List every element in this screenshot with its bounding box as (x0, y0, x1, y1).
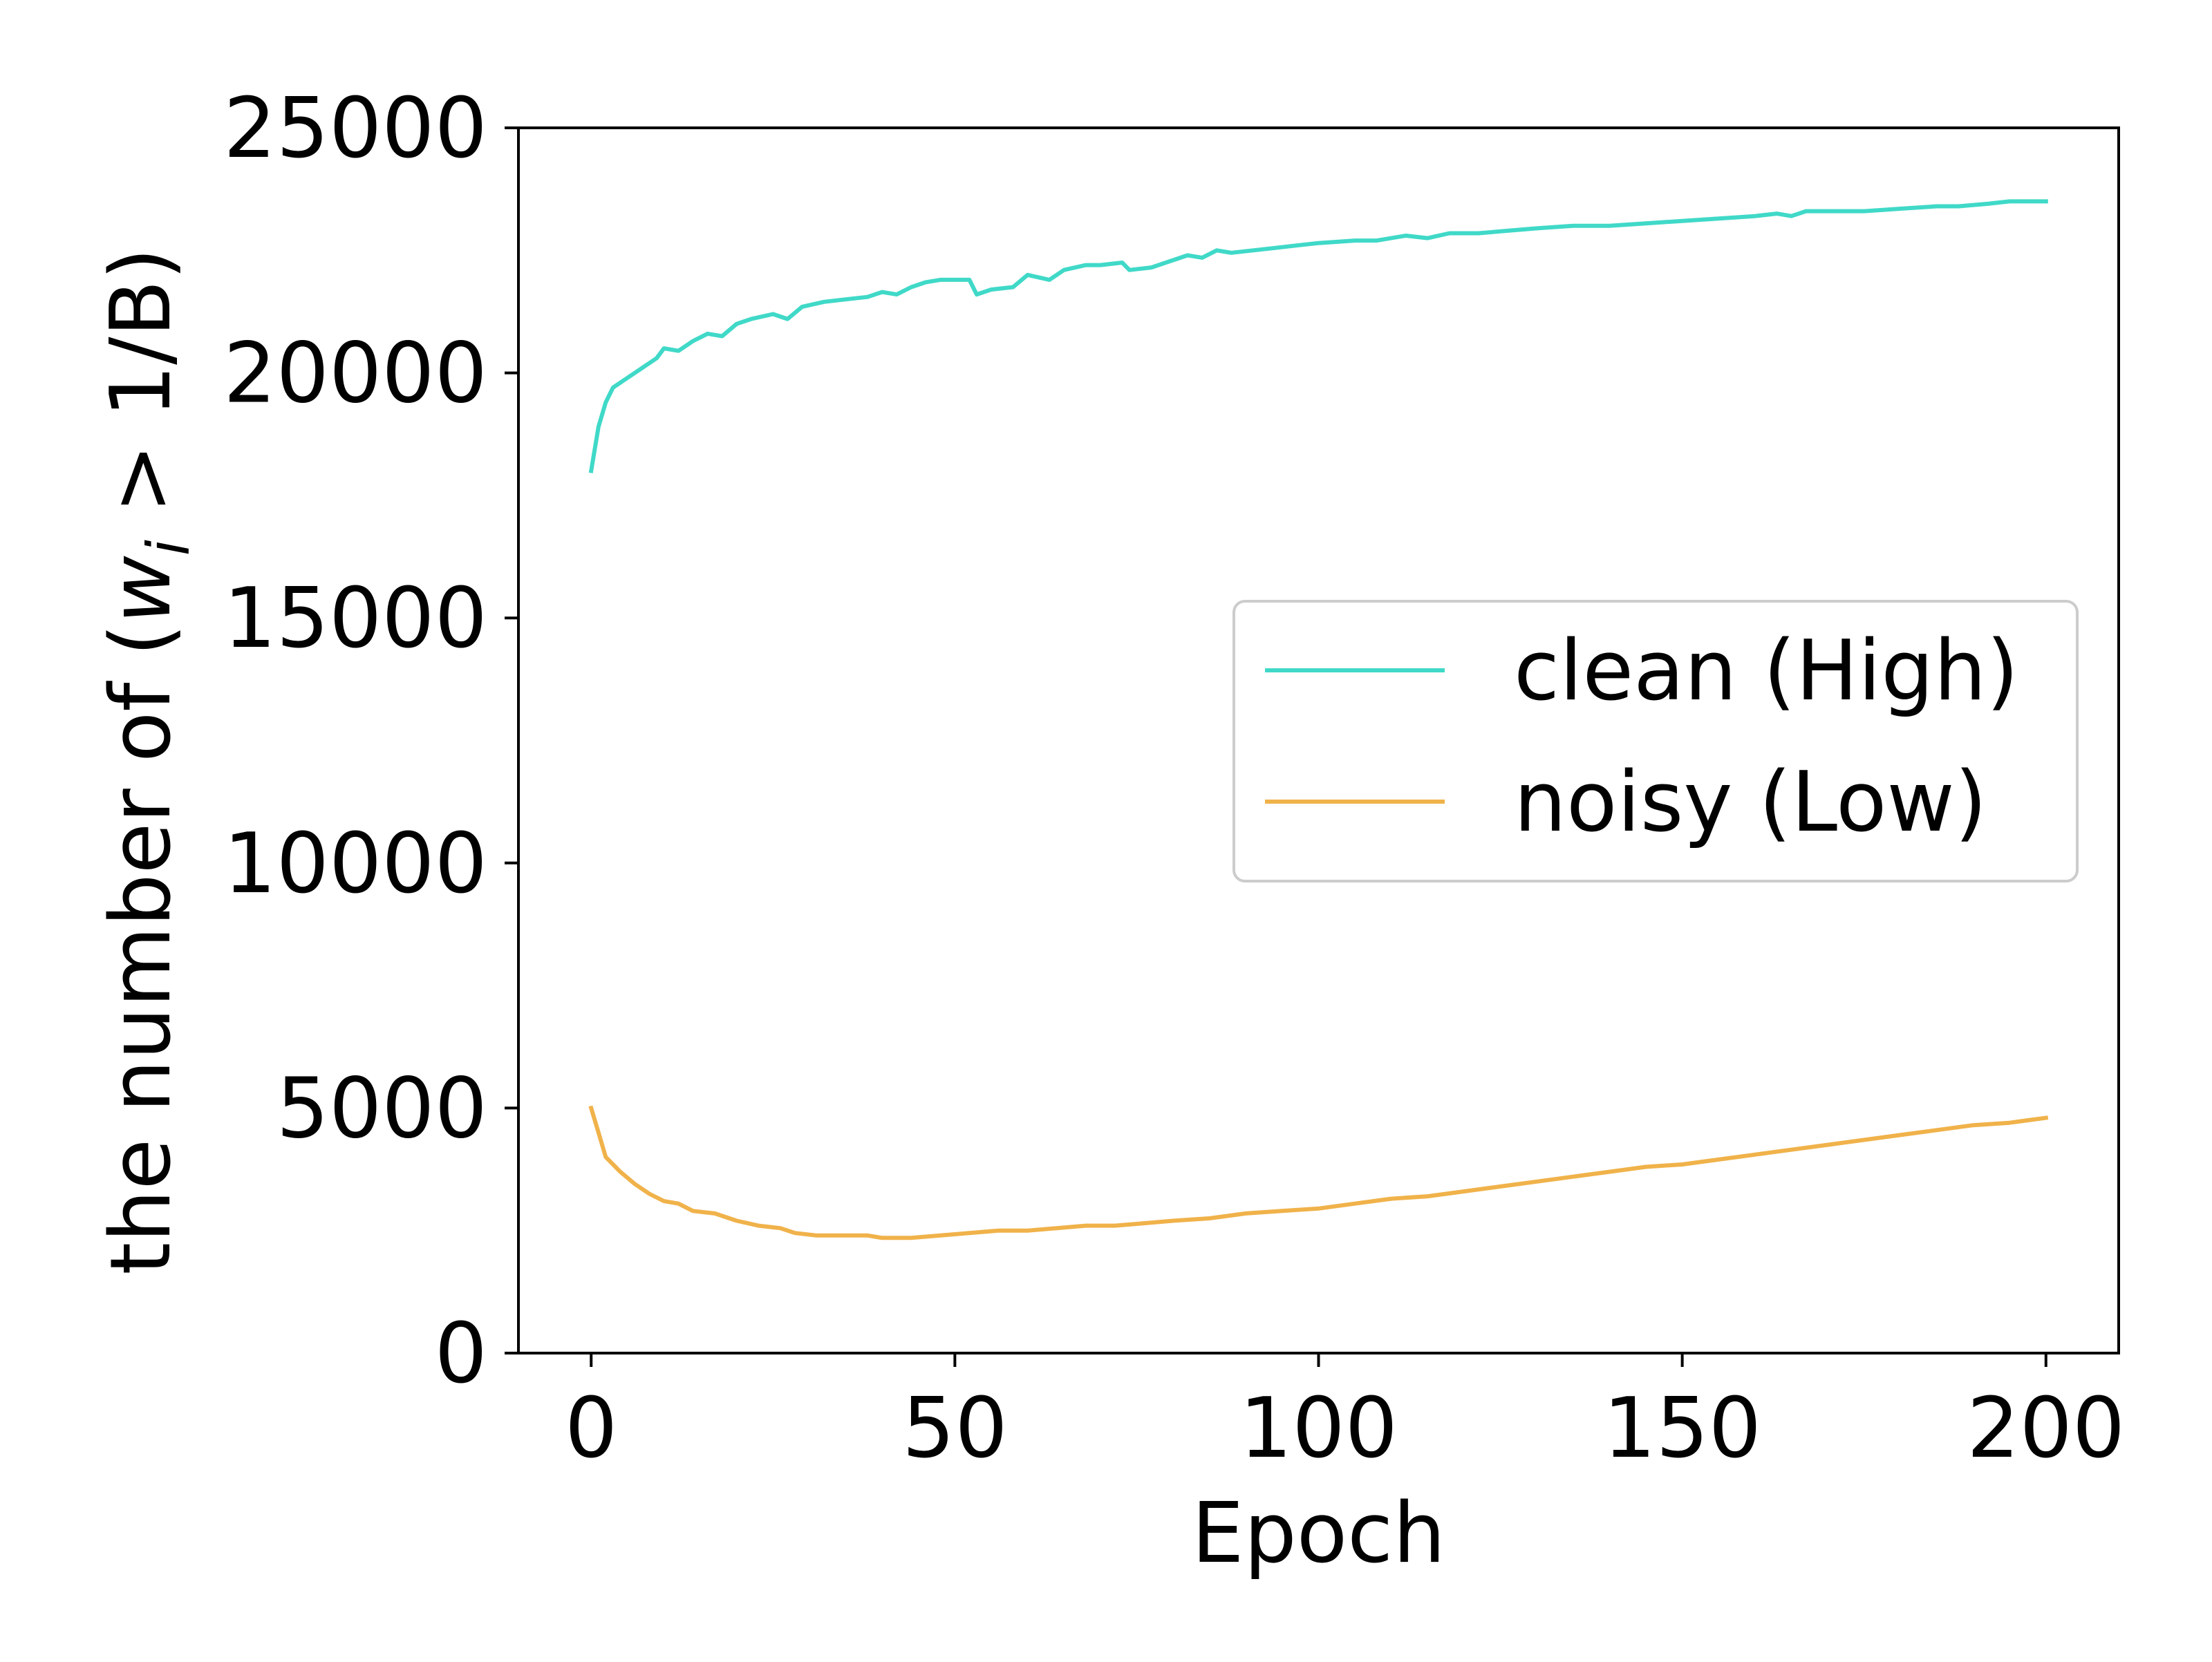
y-tick-label: 15000 (223, 571, 487, 667)
x-axis-title: Epoch (1192, 1486, 1445, 1582)
legend: clean (High) noisy (Low) (1232, 600, 2079, 882)
x-tick-label: 0 (565, 1381, 617, 1477)
series-line-0 (588, 199, 2048, 473)
y-axis: 0 5000 10000 15000 20000 25000 (223, 81, 518, 1402)
x-tick-label: 200 (1967, 1381, 2125, 1477)
y-axis-title: the number of (wi > 1/B) (93, 247, 203, 1274)
y-axis-title-prefix: the number of ( (93, 624, 189, 1275)
x-tick-label: 150 (1603, 1381, 1761, 1477)
y-tick-label: 10000 (223, 816, 487, 912)
y-tick-label: 0 (435, 1306, 487, 1402)
y-axis-title-suffix: > 1/B) (93, 247, 189, 540)
x-tick-label: 100 (1239, 1381, 1398, 1477)
series-line-1 (588, 1105, 2049, 1240)
series-layer (588, 199, 2049, 1240)
y-axis-title-sub: i (135, 540, 203, 556)
y-axis-title-var: w (93, 556, 189, 624)
x-axis: 0 50 100 150 200 (565, 1353, 2125, 1477)
y-tick-label: 5000 (276, 1061, 487, 1157)
y-tick-label: 20000 (223, 326, 487, 422)
legend-label-1: noisy (Low) (1514, 755, 1987, 851)
legend-label-0: clean (High) (1514, 623, 2018, 719)
y-tick-label: 25000 (223, 81, 487, 177)
x-tick-label: 50 (902, 1381, 1008, 1477)
